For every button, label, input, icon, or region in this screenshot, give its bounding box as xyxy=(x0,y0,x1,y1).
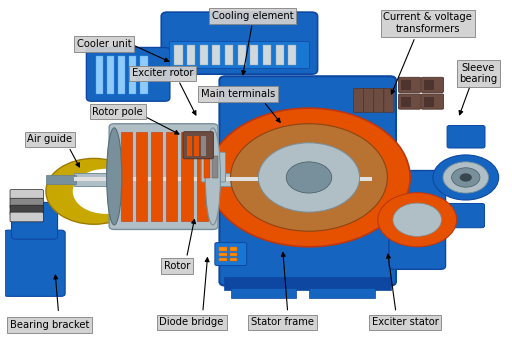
Bar xyxy=(212,45,221,65)
Bar xyxy=(197,132,208,221)
Text: Rotor pole: Rotor pole xyxy=(92,106,143,117)
FancyBboxPatch shape xyxy=(10,198,44,208)
Bar xyxy=(194,135,199,156)
FancyBboxPatch shape xyxy=(169,42,309,69)
Bar xyxy=(106,56,114,94)
Bar xyxy=(401,97,411,107)
FancyBboxPatch shape xyxy=(109,124,218,229)
Bar xyxy=(229,258,237,261)
Ellipse shape xyxy=(106,128,122,225)
Circle shape xyxy=(73,169,139,214)
Text: Main terminals: Main terminals xyxy=(201,89,275,99)
Bar xyxy=(181,132,193,221)
FancyBboxPatch shape xyxy=(183,132,214,159)
Circle shape xyxy=(393,203,441,236)
Bar xyxy=(200,45,208,65)
Bar xyxy=(275,45,284,65)
Bar xyxy=(224,277,391,290)
Bar xyxy=(401,80,411,90)
Bar xyxy=(225,45,233,65)
Text: Diode bridge: Diode bridge xyxy=(159,317,224,327)
Bar xyxy=(424,97,434,107)
Circle shape xyxy=(259,143,359,212)
FancyBboxPatch shape xyxy=(201,152,225,182)
FancyBboxPatch shape xyxy=(4,230,65,296)
Bar xyxy=(424,80,434,90)
Text: Air guide: Air guide xyxy=(28,134,73,144)
Text: Current & voltage
transformers: Current & voltage transformers xyxy=(383,13,472,34)
Text: Exciter rotor: Exciter rotor xyxy=(132,69,193,79)
Circle shape xyxy=(433,155,499,200)
Circle shape xyxy=(452,168,480,187)
Bar xyxy=(250,45,259,65)
FancyBboxPatch shape xyxy=(384,88,394,112)
Circle shape xyxy=(443,162,488,193)
FancyBboxPatch shape xyxy=(374,88,384,112)
Bar xyxy=(121,132,132,221)
Bar xyxy=(96,56,103,94)
Bar xyxy=(187,45,195,65)
Text: Sleeve
bearing: Sleeve bearing xyxy=(459,63,498,84)
FancyBboxPatch shape xyxy=(10,205,44,215)
FancyBboxPatch shape xyxy=(447,126,485,148)
Bar xyxy=(220,258,226,261)
Bar xyxy=(175,45,182,65)
Bar xyxy=(74,173,372,186)
FancyBboxPatch shape xyxy=(10,190,44,199)
FancyBboxPatch shape xyxy=(161,12,317,74)
Bar xyxy=(204,156,210,178)
Bar xyxy=(129,56,137,94)
Circle shape xyxy=(230,124,388,231)
Bar xyxy=(288,45,296,65)
Text: Cooler unit: Cooler unit xyxy=(77,39,132,49)
FancyBboxPatch shape xyxy=(448,204,484,228)
Bar xyxy=(74,177,372,181)
Text: Rotor: Rotor xyxy=(164,261,190,271)
FancyBboxPatch shape xyxy=(364,88,374,112)
Circle shape xyxy=(460,173,472,182)
Bar xyxy=(230,288,296,298)
Ellipse shape xyxy=(205,128,221,225)
Bar xyxy=(238,45,246,65)
FancyBboxPatch shape xyxy=(353,88,364,112)
Bar xyxy=(263,45,271,65)
FancyBboxPatch shape xyxy=(389,171,445,269)
Text: Bearing bracket: Bearing bracket xyxy=(10,320,90,330)
Bar xyxy=(166,132,178,221)
Bar xyxy=(220,253,226,256)
Bar xyxy=(212,156,218,178)
Bar xyxy=(229,247,237,251)
FancyBboxPatch shape xyxy=(12,203,57,239)
Bar xyxy=(220,247,226,251)
Circle shape xyxy=(378,193,457,247)
FancyBboxPatch shape xyxy=(421,94,443,109)
Bar xyxy=(46,175,76,184)
Bar xyxy=(229,253,237,256)
Text: Stator frame: Stator frame xyxy=(251,317,314,327)
FancyBboxPatch shape xyxy=(398,94,421,109)
Circle shape xyxy=(286,162,332,193)
FancyBboxPatch shape xyxy=(10,212,44,222)
Bar xyxy=(186,135,191,156)
FancyBboxPatch shape xyxy=(215,243,247,266)
FancyBboxPatch shape xyxy=(220,76,396,286)
FancyBboxPatch shape xyxy=(421,77,443,93)
Bar xyxy=(201,135,206,156)
FancyBboxPatch shape xyxy=(87,47,170,101)
FancyBboxPatch shape xyxy=(398,77,421,93)
Circle shape xyxy=(46,158,142,224)
Bar xyxy=(118,56,125,94)
Bar xyxy=(309,288,375,298)
Circle shape xyxy=(208,108,410,247)
Bar xyxy=(151,132,162,221)
Text: Exciter stator: Exciter stator xyxy=(372,317,438,327)
Text: Cooling element: Cooling element xyxy=(211,11,293,21)
Bar xyxy=(136,132,147,221)
Bar xyxy=(140,56,147,94)
